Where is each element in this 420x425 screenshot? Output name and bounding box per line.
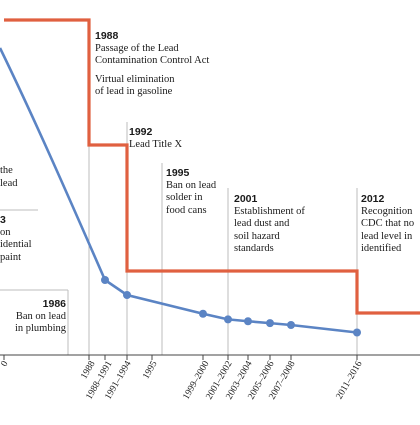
annotation-1992: 1992 Lead Title X	[129, 126, 183, 150]
threshold-step-line	[4, 18, 420, 315]
annotation-1995: 1995 Ban on lead solder in food cans	[166, 167, 217, 216]
threshold-step-path	[4, 18, 420, 315]
annotation-early-1: the lead	[0, 165, 18, 189]
blood-lead-point	[123, 291, 131, 299]
blood-lead-line	[0, 47, 358, 334]
blood-lead-point	[266, 319, 274, 328]
annotation-1986: 1986 Ban on lead in plumbing	[14, 298, 66, 334]
blood-lead-point	[353, 328, 361, 337]
x-tick-label: 0	[0, 359, 11, 368]
blood-lead-path	[0, 47, 358, 334]
x-tick-label: 1995	[141, 359, 159, 381]
annotation-early-2: 3 on idential paint	[0, 214, 32, 263]
blood-lead-point	[224, 315, 232, 324]
blood-lead-point	[101, 276, 109, 284]
blood-lead-point	[287, 321, 295, 329]
blood-lead-point	[199, 309, 207, 318]
blood-lead-point	[244, 317, 252, 326]
blood-lead-points	[101, 276, 361, 337]
annotation-2012: 2012 Recognition CDC that no lead level …	[361, 193, 415, 254]
x-tick-label: 2011–2016	[335, 359, 365, 401]
annotation-1988: 1988 Passage of the Lead Contamination C…	[95, 30, 210, 97]
annotation-2001: 2001 Establishment of lead dust and soil…	[234, 193, 305, 254]
